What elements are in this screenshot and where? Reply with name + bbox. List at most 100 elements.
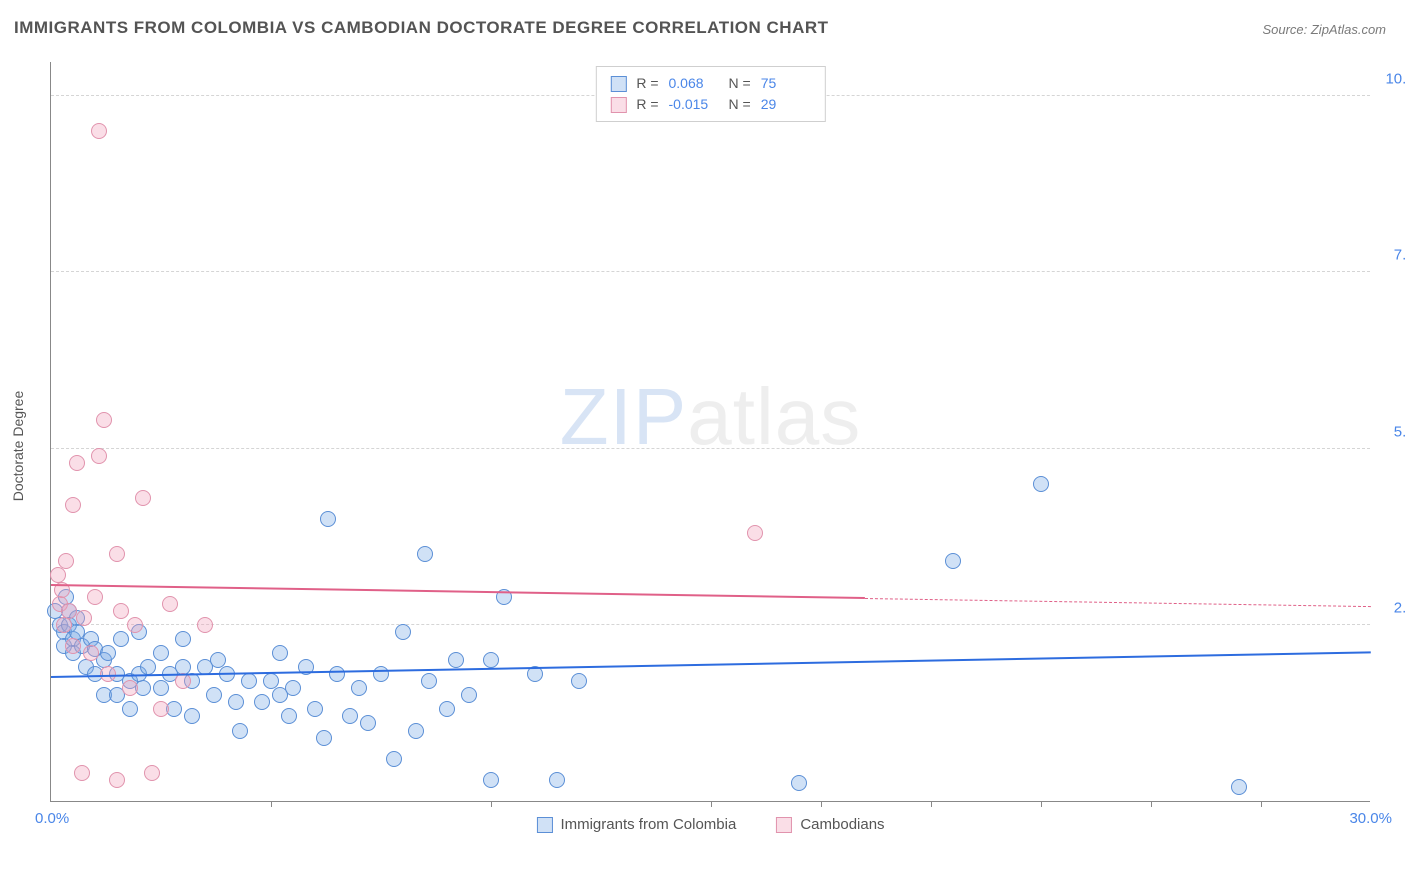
scatter-point [162,596,178,612]
scatter-point [373,666,389,682]
legend-label-1: Cambodians [800,816,884,833]
legend-n-label: N = [729,94,751,115]
legend-swatch-1 [610,97,626,113]
scatter-point [232,723,248,739]
scatter-point [153,645,169,661]
legend-swatch-b0 [536,817,552,833]
x-tick [271,801,272,807]
legend-n-label: N = [729,73,751,94]
y-axis-label: Doctorate Degree [10,391,26,502]
scatter-point [1231,779,1247,795]
scatter-point [945,553,961,569]
x-tick [711,801,712,807]
gridline [51,624,1370,625]
x-axis-max-label: 30.0% [1349,810,1392,827]
scatter-point [342,708,358,724]
scatter-point [421,673,437,689]
legend-swatch-0 [610,76,626,92]
scatter-point [461,687,477,703]
scatter-point [109,772,125,788]
x-tick [1261,801,1262,807]
scatter-point [122,680,138,696]
watermark: ZIPatlas [560,371,861,463]
scatter-point [122,701,138,717]
scatter-point [747,525,763,541]
scatter-point [140,659,156,675]
scatter-point [320,511,336,527]
source-attribution: Source: ZipAtlas.com [1262,22,1386,37]
scatter-point [65,497,81,513]
y-tick-label: 2.5% [1376,599,1406,616]
scatter-point [408,723,424,739]
scatter-point [91,448,107,464]
y-tick-label: 5.0% [1376,423,1406,440]
scatter-point [58,553,74,569]
legend-swatch-b1 [776,817,792,833]
legend-label-0: Immigrants from Colombia [560,816,736,833]
legend-item-1: Cambodians [776,816,884,833]
scatter-point [65,638,81,654]
scatter-point [329,666,345,682]
legend-stats: R = 0.068 N = 75 R = -0.015 N = 29 [595,66,825,122]
plot-area: ZIPatlas R = 0.068 N = 75 R = -0.015 N =… [50,62,1370,802]
legend-item-0: Immigrants from Colombia [536,816,736,833]
y-tick-label: 7.5% [1376,247,1406,264]
legend-r-value-0: 0.068 [669,73,719,94]
scatter-point [153,701,169,717]
legend-r-label: R = [636,73,658,94]
scatter-point [184,708,200,724]
scatter-point [69,455,85,471]
x-tick [491,801,492,807]
scatter-point [360,715,376,731]
scatter-point [281,708,297,724]
x-tick [1041,801,1042,807]
scatter-point [395,624,411,640]
scatter-point [228,694,244,710]
scatter-point [100,645,116,661]
scatter-point [74,765,90,781]
scatter-point [113,631,129,647]
scatter-point [153,680,169,696]
x-axis-min-label: 0.0% [35,810,69,827]
trend-line [51,651,1371,678]
scatter-point [483,772,499,788]
scatter-point [1033,476,1049,492]
chart-title: IMMIGRANTS FROM COLOMBIA VS CAMBODIAN DO… [14,18,829,38]
scatter-point [285,680,301,696]
scatter-point [83,645,99,661]
scatter-point [91,123,107,139]
scatter-point [483,652,499,668]
scatter-point [61,603,77,619]
scatter-point [316,730,332,746]
scatter-point [144,765,160,781]
scatter-point [351,680,367,696]
scatter-point [76,610,92,626]
scatter-point [96,412,112,428]
scatter-point [571,673,587,689]
scatter-point [272,645,288,661]
scatter-point [113,603,129,619]
scatter-point [791,775,807,791]
scatter-point [135,490,151,506]
legend-stats-row: R = 0.068 N = 75 [610,73,810,94]
x-tick [1151,801,1152,807]
scatter-point [109,546,125,562]
legend-r-label: R = [636,94,658,115]
x-tick [821,801,822,807]
y-tick-label: 10.0% [1376,71,1406,88]
scatter-point [197,617,213,633]
gridline [51,448,1370,449]
scatter-point [417,546,433,562]
scatter-point [175,631,191,647]
x-tick [931,801,932,807]
scatter-point [307,701,323,717]
gridline [51,271,1370,272]
legend-stats-row: R = -0.015 N = 29 [610,94,810,115]
legend-n-value-1: 29 [761,94,811,115]
scatter-point [254,694,270,710]
scatter-point [56,617,72,633]
scatter-point [439,701,455,717]
trend-line-extrapolated [865,598,1371,607]
legend-r-value-1: -0.015 [669,94,719,115]
scatter-point [448,652,464,668]
